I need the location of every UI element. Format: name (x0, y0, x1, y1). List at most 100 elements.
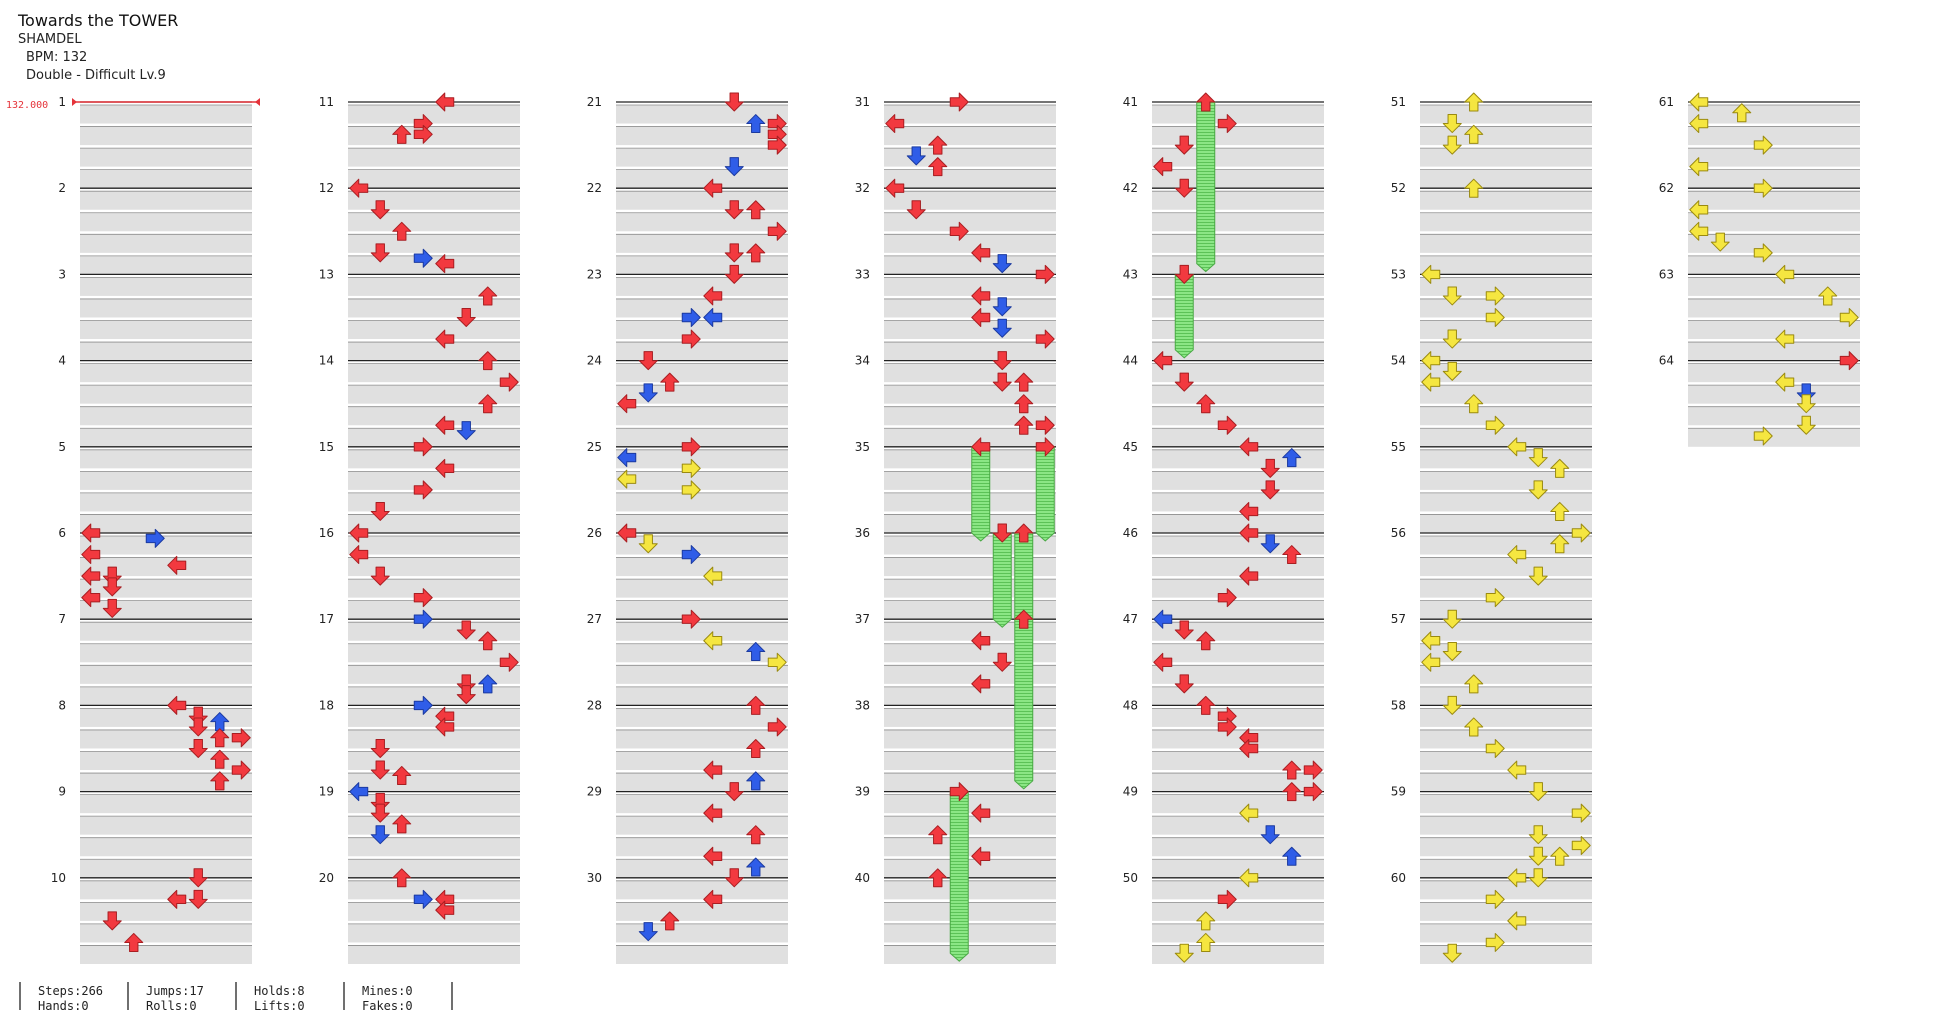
arrow-down-icon (370, 243, 390, 263)
beat-stripe (1420, 902, 1592, 921)
beat-stripe (80, 428, 252, 447)
beat-stripe (1420, 837, 1592, 857)
measure-number: 55 (1391, 440, 1406, 454)
arrow-right-icon (1485, 286, 1505, 306)
measure-number: 60 (1391, 871, 1406, 885)
beat-stripe (616, 945, 788, 964)
measure-number: 25 (587, 440, 602, 454)
beat-stripe (884, 859, 1056, 878)
arrow-up-icon (392, 124, 412, 144)
beat-stripe (1420, 449, 1592, 469)
arrow-up-icon (478, 394, 498, 414)
hold-bar-icon (1035, 446, 1055, 542)
arrow-right-icon (1035, 437, 1055, 457)
beat-stripe (1152, 794, 1324, 814)
beat-stripe (1420, 169, 1592, 189)
arrow-down-icon (1796, 394, 1816, 414)
beat-stripe (616, 622, 788, 641)
arrow-up-icon (124, 932, 144, 952)
arrow-up-icon (1014, 415, 1034, 435)
beat-stripe (80, 191, 252, 210)
arrow-up-icon (746, 243, 766, 263)
arrow-up-icon (746, 200, 766, 220)
beat-stripe (1152, 579, 1324, 598)
arrow-left-icon (971, 803, 991, 823)
measure-number: 26 (587, 526, 602, 540)
arrow-left-icon (703, 178, 723, 198)
beat-stripe (616, 880, 788, 900)
beat-stripe (1420, 579, 1592, 598)
arrow-left-icon (1421, 652, 1441, 672)
beat-stripe (884, 234, 1056, 253)
beat-stripe (884, 169, 1056, 189)
arrow-left-icon (349, 523, 369, 543)
arrow-right-icon (1217, 415, 1237, 435)
beat-stripe (616, 816, 788, 835)
beat-stripe (1152, 880, 1324, 900)
measure-number: 50 (1123, 871, 1138, 885)
beat-stripe (884, 255, 1056, 275)
arrow-down-icon (370, 501, 390, 521)
arrow-left-icon (1689, 92, 1709, 112)
arrow-right-icon (681, 609, 701, 629)
note-layer (81, 92, 1859, 963)
beat-stripe (1152, 234, 1324, 253)
beat-stripe (884, 665, 1056, 684)
arrow-up-icon (1464, 394, 1484, 414)
bpm-marker-start (72, 98, 77, 106)
beat-stripe (884, 708, 1056, 727)
arrow-down-icon (1174, 178, 1194, 198)
beat-stripe (1420, 298, 1592, 318)
beat-stripe (884, 298, 1056, 318)
arrow-left-icon (1507, 545, 1527, 565)
beat-stripe (884, 212, 1056, 232)
beat-stripe (884, 686, 1056, 706)
arrow-right-icon (1485, 739, 1505, 758)
beat-stripe (1152, 708, 1324, 727)
beat-stripe (1152, 729, 1324, 749)
arrow-right-icon (413, 437, 433, 457)
arrow-right-icon (413, 124, 433, 144)
measure-number: 17 (319, 612, 334, 626)
beat-stripe (80, 686, 252, 706)
measure-number: 47 (1123, 612, 1138, 626)
measure-number: 24 (587, 354, 602, 368)
arrow-up-icon (746, 642, 766, 662)
beat-stripe (884, 751, 1056, 771)
arrow-right-icon (681, 458, 701, 478)
beat-stripe (1152, 298, 1324, 318)
arrow-down-icon (638, 383, 658, 403)
beat-stripe (1152, 277, 1324, 296)
beat-stripe (1152, 686, 1324, 706)
measure-number: 61 (1659, 95, 1674, 109)
arrow-up-icon (478, 631, 498, 651)
arrow-up-icon (478, 286, 498, 306)
arrow-down-icon (456, 308, 476, 327)
arrow-up-icon (1196, 394, 1216, 414)
arrow-down-icon (1796, 415, 1816, 435)
beat-stripe (616, 255, 788, 275)
beat-stripe (884, 492, 1056, 512)
beat-stripe (1420, 686, 1592, 706)
measure-number: 41 (1123, 95, 1138, 109)
arrow-right-icon (1753, 178, 1773, 198)
beat-stripe (616, 557, 788, 577)
beat-stripe (80, 342, 252, 361)
arrow-up-icon (1464, 178, 1484, 198)
arrow-up-icon (210, 771, 230, 791)
arrow-down-icon (1528, 868, 1548, 888)
beat-stripe (884, 471, 1056, 490)
stat-label: Rolls:0 (146, 999, 197, 1013)
beat-stripe (1688, 406, 1860, 426)
song-bpm: BPM: 132 (26, 50, 87, 65)
arrow-left-icon (1239, 437, 1259, 457)
arrow-up-icon (1282, 545, 1302, 565)
arrow-right-icon (681, 437, 701, 457)
arrow-left-icon (81, 545, 101, 565)
beat-stripe (1152, 859, 1324, 878)
arrow-down-icon (1260, 480, 1280, 500)
measure-number: 27 (587, 612, 602, 626)
arrow-left-icon (971, 243, 991, 263)
arrow-right-icon (145, 528, 165, 548)
arrow-up-icon (1464, 92, 1484, 112)
